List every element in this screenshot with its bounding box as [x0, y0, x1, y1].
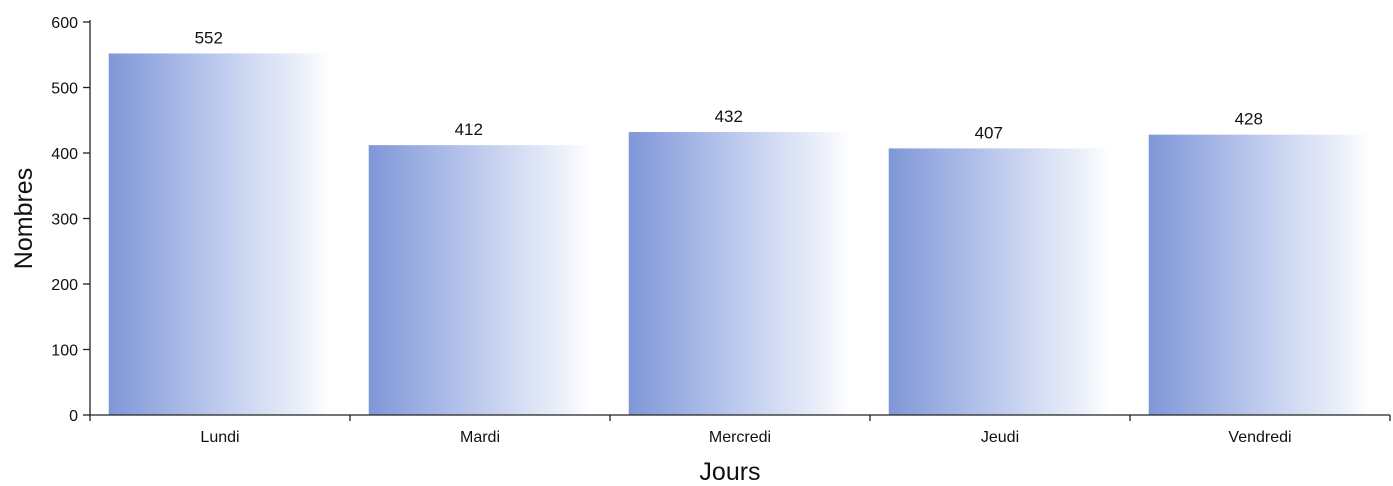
bar-mercredi — [628, 132, 852, 416]
x-tick-label-jeudi: Jeudi — [981, 429, 1019, 446]
x-axis-title: Jours — [699, 458, 760, 486]
data-label-lundi: 552 — [195, 28, 223, 47]
data-label-jeudi: 407 — [975, 123, 1003, 142]
x-tick-label-vendredi: Vendredi — [1228, 429, 1291, 446]
x-tick-label-mercredi: Mercredi — [709, 429, 771, 446]
bar-vendredi — [1148, 134, 1372, 415]
bars-group — [108, 53, 1372, 416]
bar-lundi — [108, 53, 332, 415]
y-tick-label: 0 — [69, 408, 78, 425]
x-ticks-group: Lundi Mardi Mercredi Jeudi Vendredi — [89, 415, 1391, 446]
y-axis-title: Nombres — [10, 168, 38, 269]
y-ticks-group: 0 100 200 300 400 500 600 — [51, 15, 90, 425]
x-tick-label-mardi: Mardi — [460, 429, 500, 446]
y-tick-label: 600 — [51, 15, 78, 32]
bar-mardi — [368, 145, 592, 415]
data-label-mardi: 412 — [455, 120, 483, 139]
bar-jeudi — [888, 148, 1112, 416]
data-label-vendredi: 428 — [1235, 110, 1263, 129]
y-tick-label: 400 — [51, 146, 78, 163]
y-tick-label: 300 — [51, 212, 78, 229]
data-label-mercredi: 432 — [715, 107, 743, 126]
y-tick-label: 100 — [51, 343, 78, 360]
x-tick-label-lundi: Lundi — [200, 429, 239, 446]
y-tick-label: 500 — [51, 81, 78, 98]
data-labels-group: 552 412 432 407 428 — [195, 28, 1263, 142]
y-tick-label: 200 — [51, 277, 78, 294]
